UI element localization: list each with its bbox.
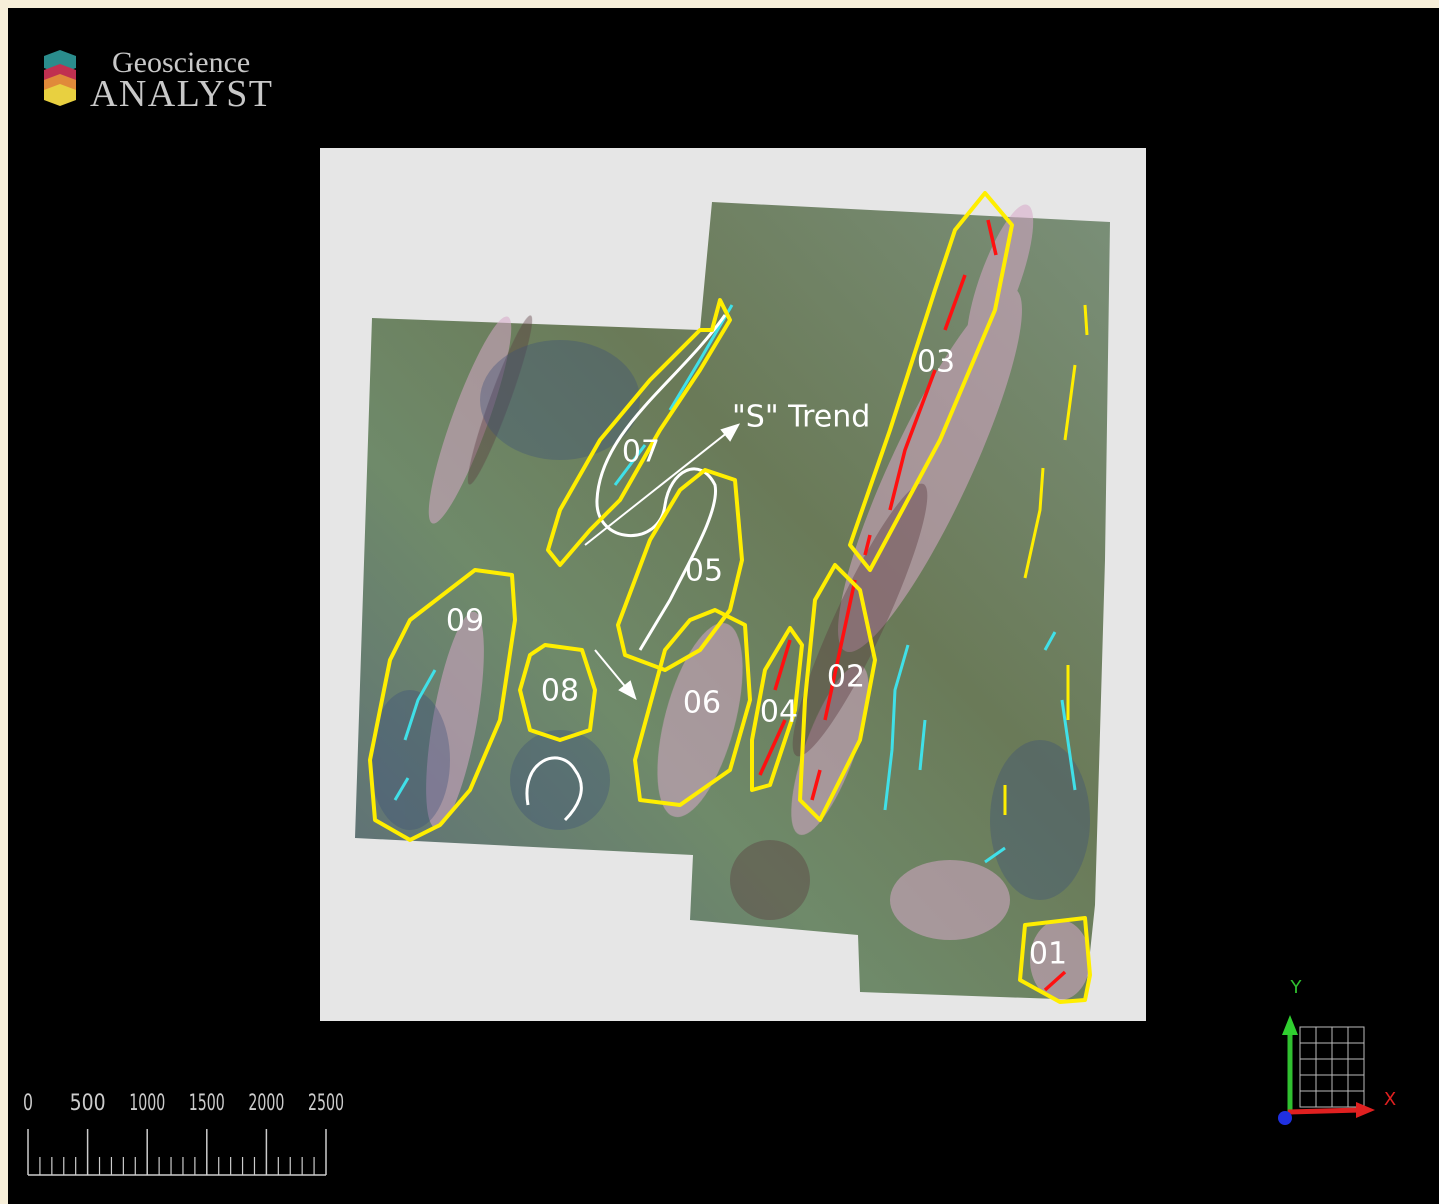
cyan-lineaments-part <box>883 631 1077 864</box>
axis-widget-part <box>1287 1107 1361 1115</box>
white-traces-part <box>595 314 727 651</box>
axis-widget <box>1278 1015 1375 1125</box>
terrain-part-part <box>838 287 1022 653</box>
red-lineaments-part <box>810 579 857 801</box>
zone-label: 04 <box>760 695 798 730</box>
axis-label-y: Y <box>1290 977 1303 998</box>
zone-label: 05 <box>685 554 723 589</box>
white-traces <box>525 314 727 822</box>
terrain-part-part <box>792 483 928 757</box>
yellow-lineaments <box>1003 304 1089 815</box>
terrain-part <box>370 340 1090 900</box>
zone-outlines-part <box>518 643 597 742</box>
terrain-part-part <box>480 340 640 460</box>
red-lineaments-part <box>758 639 792 776</box>
zone-label: 09 <box>446 604 484 639</box>
zone-outlines-part <box>633 608 752 807</box>
terrain-part-part <box>467 315 533 485</box>
axis-widget-part-part <box>1300 1027 1364 1107</box>
cyan-lineaments <box>393 304 1077 864</box>
zone-outlines-part <box>546 298 732 567</box>
terrain-part-part <box>791 664 869 836</box>
trend-arrows-part <box>584 431 729 546</box>
red-lineaments-part <box>1043 970 1067 992</box>
zone-label: 03 <box>917 345 955 380</box>
axis-label-x: X <box>1384 1089 1396 1110</box>
yellow-lineaments-part <box>1003 304 1089 815</box>
zone-outlines-part <box>616 468 744 672</box>
scale-label: 1000 <box>129 1091 165 1116</box>
zone-label: 01 <box>1029 937 1067 972</box>
terrain-part-part <box>370 690 450 830</box>
axis-widget-part <box>1299 1026 1365 1108</box>
terrain-part-part <box>426 611 484 829</box>
red-lineaments-part <box>863 219 998 556</box>
terrain-part <box>426 204 1090 1000</box>
zone-outlines-part <box>750 626 804 792</box>
red-lineaments <box>758 219 1067 992</box>
axis-widget-part <box>1282 1015 1298 1035</box>
scale-label: 2000 <box>248 1091 284 1116</box>
terrain-part <box>467 315 928 920</box>
trend-arrows-part <box>618 680 637 701</box>
zone-label: 08 <box>541 674 579 709</box>
zone-outlines-part <box>848 191 1014 572</box>
trend-arrows-part <box>594 649 629 691</box>
trend-arrows-part <box>720 423 741 442</box>
terrain-part-part <box>890 860 1010 940</box>
terrain-part-part <box>1030 920 1090 1000</box>
zone-label: 07 <box>622 435 660 470</box>
scale-label: 1500 <box>189 1091 225 1116</box>
terrain-part-part <box>510 730 610 830</box>
terrain-part-part <box>730 840 810 920</box>
zone-outlines-part <box>1018 916 1092 1004</box>
terrain-part-part <box>990 740 1090 900</box>
cyan-lineaments-part <box>613 304 734 486</box>
cyan-lineaments-part <box>393 669 437 801</box>
terrain-part-part <box>657 622 743 818</box>
trend-arrows <box>584 423 741 701</box>
zone-label: 02 <box>827 660 865 695</box>
axis-widget-part <box>1278 1111 1292 1125</box>
zone-outlines-part <box>368 568 517 842</box>
scale-bar: 0 500 1000 1500 2000 2500 <box>23 1091 344 1176</box>
axis-widget-part <box>1356 1102 1375 1118</box>
zone-label: 06 <box>683 686 721 721</box>
logo-line2: ANALYST <box>90 73 272 115</box>
white-traces-part <box>525 756 583 822</box>
scale-label: 0 <box>23 1091 33 1116</box>
zone-outlines <box>368 191 1092 1004</box>
zone-outlines-part <box>798 563 877 822</box>
scale-label: 500 <box>70 1091 106 1116</box>
logo-icon <box>44 50 76 106</box>
logo-line1: Geoscience <box>112 46 250 79</box>
logo-icon-part <box>44 84 76 106</box>
scale-label: 2500 <box>308 1091 344 1116</box>
terrain-part-part <box>428 316 512 524</box>
annotation: "S" Trend <box>732 400 870 435</box>
